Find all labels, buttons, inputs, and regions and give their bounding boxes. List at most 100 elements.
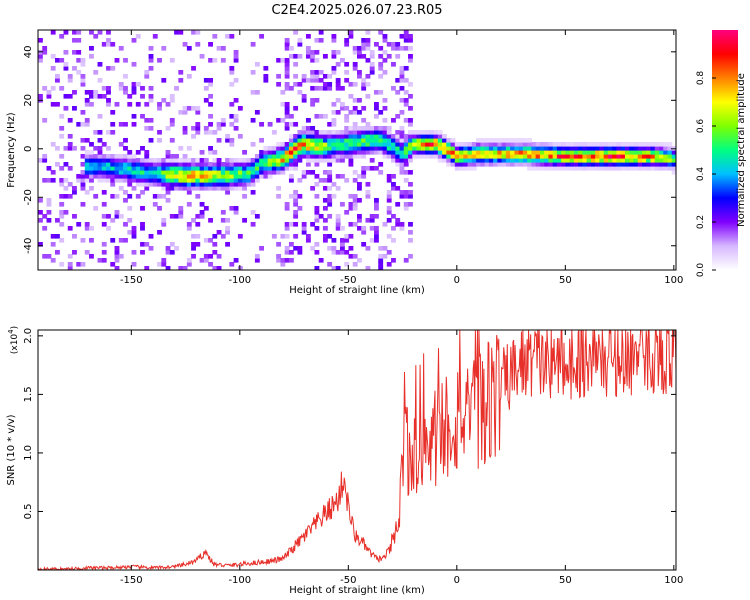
heatmap-cell bbox=[305, 150, 311, 155]
heatmap-cell bbox=[369, 150, 375, 155]
heatmap-cell bbox=[505, 142, 511, 147]
heatmap-cell bbox=[276, 82, 282, 87]
heatmap-cell bbox=[250, 182, 256, 187]
heatmap-cell bbox=[123, 170, 128, 175]
heatmap-cell bbox=[595, 150, 601, 155]
heatmap-cell bbox=[212, 162, 218, 167]
heatmap-cell bbox=[280, 170, 286, 175]
heatmap-cell bbox=[186, 178, 192, 183]
heatmap-cell bbox=[174, 174, 179, 179]
heatmap-cell bbox=[322, 226, 328, 231]
heatmap-cell bbox=[403, 102, 409, 107]
heatmap-cell bbox=[114, 258, 120, 263]
heatmap-cell bbox=[50, 66, 56, 71]
heatmap-cell bbox=[318, 214, 324, 219]
heatmap-cell bbox=[67, 74, 73, 79]
heatmap-cell bbox=[233, 54, 239, 59]
heatmap-cell bbox=[357, 198, 362, 203]
heatmap-cell bbox=[237, 186, 243, 191]
heatmap-cell bbox=[561, 150, 567, 155]
heatmap-cell bbox=[365, 150, 371, 155]
spectrogram-cells bbox=[38, 30, 676, 270]
y-tick-label: 20 bbox=[23, 94, 34, 107]
heatmap-cell bbox=[484, 154, 490, 159]
heatmap-cell bbox=[195, 30, 201, 35]
heatmap-cell bbox=[157, 206, 162, 211]
heatmap-cell bbox=[101, 222, 107, 227]
heatmap-cell bbox=[369, 138, 375, 143]
heatmap-cell bbox=[118, 154, 124, 159]
heatmap-cell bbox=[229, 114, 235, 119]
heatmap-cell bbox=[382, 98, 388, 103]
heatmap-cell bbox=[450, 142, 456, 147]
heatmap-cell bbox=[578, 142, 584, 147]
heatmap-cell bbox=[267, 146, 273, 151]
heatmap-cell bbox=[403, 34, 409, 39]
heatmap-cell bbox=[169, 242, 175, 247]
heatmap-cell bbox=[382, 134, 388, 139]
heatmap-cell bbox=[446, 146, 452, 151]
heatmap-cell bbox=[293, 154, 299, 159]
heatmap-cell bbox=[106, 98, 111, 103]
heatmap-cell bbox=[59, 34, 65, 39]
heatmap-cell bbox=[467, 154, 473, 159]
heatmap-cell bbox=[488, 162, 494, 167]
heatmap-cell bbox=[446, 158, 452, 163]
heatmap-cell bbox=[327, 122, 333, 127]
heatmap-cell bbox=[169, 214, 175, 219]
heatmap-cell bbox=[127, 170, 133, 175]
heatmap-cell bbox=[322, 138, 328, 143]
heatmap-cell bbox=[514, 162, 520, 167]
heatmap-cell bbox=[548, 166, 554, 171]
heatmap-cell bbox=[391, 118, 396, 123]
heatmap-cell bbox=[46, 90, 52, 95]
heatmap-cell bbox=[382, 70, 388, 75]
heatmap-cell bbox=[310, 50, 316, 55]
heatmap-cell bbox=[140, 226, 145, 231]
heatmap-cell bbox=[365, 190, 371, 195]
heatmap-cell bbox=[488, 138, 494, 143]
x-tick-label: 100 bbox=[664, 575, 683, 586]
heatmap-cell bbox=[518, 162, 524, 167]
heatmap-cell bbox=[425, 146, 430, 151]
heatmap-cell bbox=[369, 126, 375, 131]
heatmap-cell bbox=[195, 166, 201, 171]
x-tick-label: 100 bbox=[664, 275, 683, 286]
heatmap-cell bbox=[186, 174, 192, 179]
heatmap-cell bbox=[561, 162, 567, 167]
heatmap-cell bbox=[212, 234, 218, 239]
heatmap-cell bbox=[174, 178, 179, 183]
heatmap-cell bbox=[267, 162, 273, 167]
heatmap-cell bbox=[140, 114, 145, 119]
heatmap-cell bbox=[646, 158, 652, 163]
heatmap-cell bbox=[429, 150, 435, 155]
heatmap-cell bbox=[144, 70, 150, 75]
heatmap-cell bbox=[365, 246, 371, 251]
heatmap-cell bbox=[357, 226, 362, 231]
x-tick-label: 0 bbox=[454, 575, 460, 586]
heatmap-cell bbox=[374, 238, 379, 243]
heatmap-cell bbox=[97, 158, 103, 163]
heatmap-cell bbox=[195, 182, 201, 187]
heatmap-cell bbox=[450, 146, 456, 151]
heatmap-cell bbox=[310, 126, 316, 131]
heatmap-cell bbox=[114, 254, 120, 259]
heatmap-cell bbox=[186, 146, 192, 151]
heatmap-cell bbox=[310, 186, 316, 191]
heatmap-cell bbox=[459, 162, 464, 167]
heatmap-cell bbox=[46, 218, 52, 223]
heatmap-cell bbox=[522, 146, 528, 151]
heatmap-cell bbox=[148, 170, 154, 175]
heatmap-cell bbox=[399, 130, 405, 135]
heatmap-cell bbox=[195, 162, 201, 167]
heatmap-cell bbox=[420, 150, 426, 155]
heatmap-cell bbox=[199, 186, 205, 191]
heatmap-cell bbox=[63, 50, 69, 55]
y-tick-label: 0 bbox=[23, 146, 34, 152]
heatmap-cell bbox=[199, 158, 205, 163]
heatmap-cell bbox=[446, 162, 452, 167]
heatmap-cell bbox=[288, 222, 294, 227]
heatmap-cell bbox=[488, 154, 494, 159]
heatmap-cell bbox=[301, 94, 307, 99]
heatmap-cell bbox=[203, 174, 209, 179]
